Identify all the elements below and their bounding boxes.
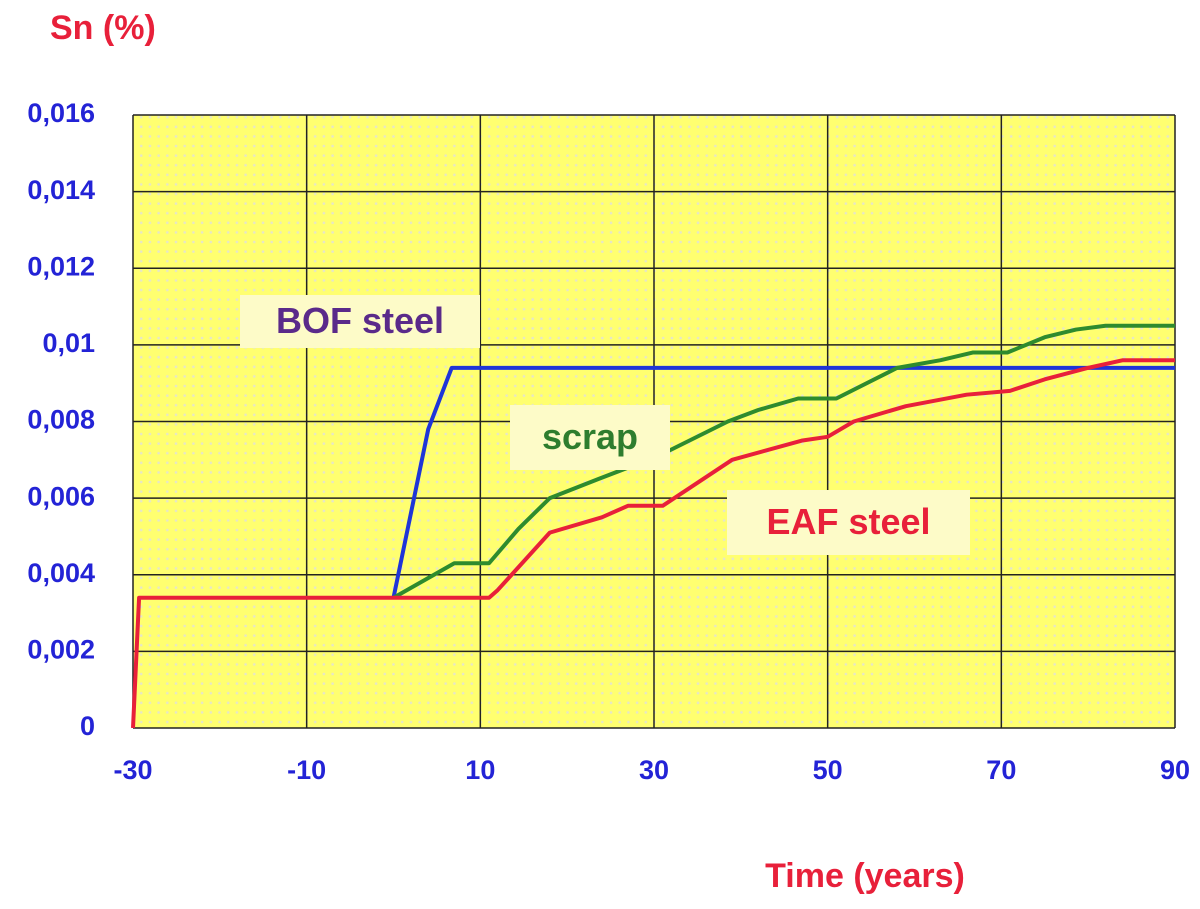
x-tick-label: -30 (113, 755, 152, 785)
y-tick-label: 0,016 (27, 98, 95, 128)
y-tick-label: 0,002 (27, 635, 95, 665)
x-tick-label: 30 (639, 755, 669, 785)
x-axis-label: Time (years) (765, 857, 965, 895)
x-tick-label: -10 (287, 755, 326, 785)
y-tick-label: 0,006 (27, 481, 95, 511)
annotation-box (510, 405, 670, 470)
legend-label: BOF steel (276, 300, 444, 341)
x-tick-label: 70 (986, 755, 1016, 785)
y-tick-label: 0,012 (27, 251, 95, 281)
y-tick-label: 0,014 (27, 175, 95, 205)
legend-label: EAF steel (766, 501, 930, 542)
series-line (391, 365, 1175, 599)
y-tick-label: 0 (80, 711, 95, 741)
x-tick-label: 50 (813, 755, 843, 785)
series-line (392, 323, 1175, 600)
y-axis-label: Sn (%) (50, 9, 156, 47)
y-tick-label: 0,008 (27, 405, 95, 435)
x-tick-label: 10 (465, 755, 495, 785)
legend-label: scrap (542, 416, 638, 457)
annotation-box (240, 295, 480, 348)
series-line (131, 358, 1175, 729)
y-tick-label: 0,01 (42, 328, 95, 358)
y-tick-label: 0,004 (27, 558, 95, 588)
annotation-box (727, 490, 970, 555)
x-tick-label: 90 (1160, 755, 1190, 785)
